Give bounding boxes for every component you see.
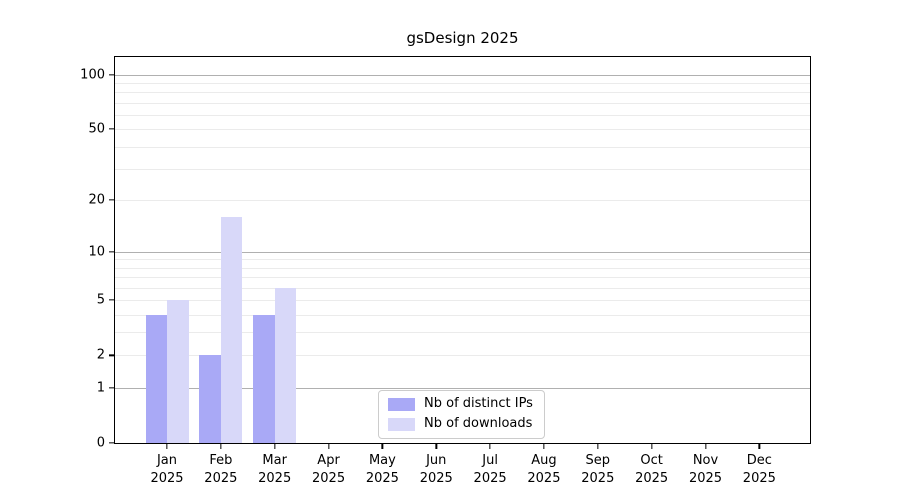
x-tick-mark [597,444,599,449]
x-tick-label: Jun 2025 [419,453,453,486]
gridline-minor [115,267,810,269]
bar-downloads [274,287,297,443]
legend-label-distinct-ips: Nb of distinct IPs [424,396,533,411]
gridline-minor [115,277,810,279]
gridline-minor [115,332,810,334]
y-tick-label: 50 [88,121,105,137]
y-tick-mark [109,250,114,253]
x-tick-label: Mar 2025 [258,453,292,486]
y-tick-label: 2 [96,347,105,363]
y-tick-mark [109,128,114,130]
x-tick-mark [381,444,384,449]
x-tick-mark [650,444,653,449]
y-tick-label: 10 [88,244,105,260]
gridline-minor [115,146,810,148]
y-tick-label: 1 [96,380,105,396]
y-tick-label: 0 [96,435,105,451]
x-tick-label: Sep 2025 [581,453,615,486]
x-tick-label: Dec 2025 [742,453,776,486]
x-tick-label: Feb 2025 [204,453,238,486]
gridline-minor [115,200,810,201]
bar-distinct-ips [199,355,221,443]
y-tick-mark [109,199,114,201]
x-tick-mark [758,444,760,449]
x-tick-mark [274,444,276,449]
legend-swatch-distinct-ips [388,397,415,411]
gridline-minor [115,287,810,289]
x-tick-mark [543,444,545,449]
x-tick-mark [704,444,707,449]
y-tick-mark [109,299,114,301]
gridline-minor [115,129,810,131]
x-tick-label: Apr 2025 [312,453,346,486]
x-tick-label: Nov 2025 [688,453,723,486]
y-tick-mark [109,387,114,389]
legend-swatch-downloads [388,417,415,431]
legend: Nb of distinct IPs Nb of downloads [378,390,545,439]
x-tick-label: Aug 2025 [527,453,561,486]
x-tick-mark [220,444,222,449]
gridline-minor [115,102,810,104]
gridline-minor [115,355,810,357]
gridline-major [115,251,810,253]
y-tick-label: 5 [96,292,105,308]
bar-downloads [220,216,243,443]
y-tick-label: 20 [88,192,105,208]
x-tick-mark [435,444,437,449]
gridline-minor [115,82,810,84]
gridline-minor [115,92,810,94]
gridline-major [115,387,810,389]
legend-item-downloads: Nb of downloads [388,415,534,432]
y-tick-mark [109,73,114,76]
y-tick-label: 100 [80,67,105,83]
legend-label-downloads: Nb of downloads [424,415,533,431]
gridline-minor [115,114,810,116]
chart-title: gsDesign 2025 [406,29,519,47]
x-tick-mark [166,444,168,449]
y-tick-mark [109,442,114,444]
gridline-minor [115,168,810,170]
x-tick-label: Jul 2025 [473,453,507,486]
gridline-minor [115,259,810,261]
x-tick-mark [327,444,330,449]
x-tick-label: May 2025 [365,453,399,486]
legend-item-distinct-ips: Nb of distinct IPs [388,396,534,412]
x-tick-label: Oct 2025 [635,453,669,486]
gridline-minor [115,314,810,316]
plot-area: 0 1 2 5 10 20 50 100 Jan 2025 Feb 2025 Mar 2025 Apr 202… [80,56,811,486]
x-tick-label: Jan 2025 [150,453,184,486]
x-tick-mark [489,444,491,449]
gridline-minor [115,299,810,301]
bar-distinct-ips [145,314,167,443]
y-tick-mark [109,354,114,356]
bar-distinct-ips [253,314,275,443]
bar-downloads [167,300,189,443]
gridline-major [115,74,810,76]
